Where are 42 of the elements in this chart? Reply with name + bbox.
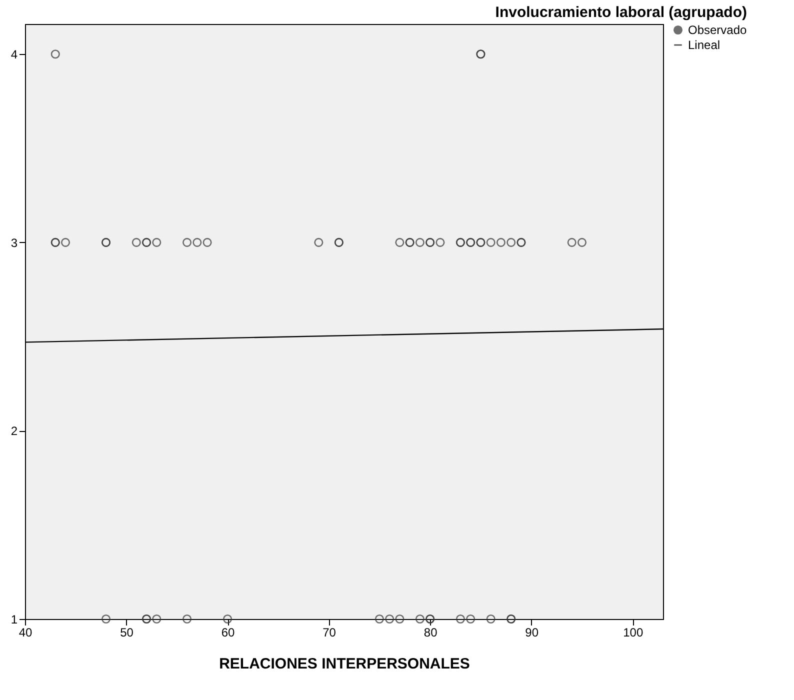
point [415,614,424,624]
point [486,614,496,624]
point [415,238,424,247]
point [395,238,404,247]
legend-label: Lineal [688,38,720,52]
point [152,614,162,624]
point [314,238,324,247]
point [436,238,445,247]
point [374,614,384,624]
point [132,238,141,247]
point [50,50,60,59]
y-tick-label: 4 [10,48,18,62]
point [223,614,232,624]
point [395,614,404,624]
x-tick-label: 80 [424,626,438,640]
point [60,238,70,247]
x-axis-title: RELACIONES INTERPERSONALES [219,656,470,672]
point [496,238,506,247]
point [456,614,465,624]
x-tick-label: 90 [525,626,539,640]
x-tick-label: 60 [221,626,236,640]
legend-label: Observado [688,23,748,37]
x-tick-label: 70 [322,626,336,640]
point [192,238,202,247]
point [101,614,111,624]
x-tick-label: 40 [18,626,32,640]
point [385,614,394,624]
x-tick-label: 50 [120,626,134,640]
point [486,238,496,247]
point [182,614,192,624]
y-tick-label: 1 [10,612,18,626]
y-tick-label: 2 [10,424,18,438]
point [577,238,587,247]
point [152,238,162,247]
point [202,238,212,247]
y-tick-label: 3 [10,236,18,250]
point [506,238,516,247]
point [182,238,192,247]
x-tick-label: 100 [623,626,644,640]
point [466,614,476,624]
chart-title: Involucramiento laboral (agrupado) [495,4,747,21]
point [567,238,576,247]
